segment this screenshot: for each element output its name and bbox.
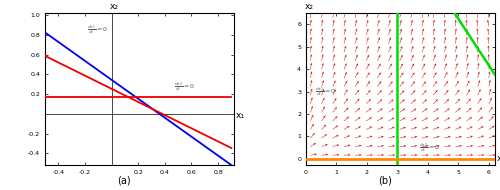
Text: (a): (a) xyxy=(118,176,131,186)
Text: x₁: x₁ xyxy=(236,112,244,120)
Text: x₂: x₂ xyxy=(110,2,118,11)
Text: x₁: x₁ xyxy=(496,154,500,163)
Text: $\frac{dx_1}{dt}=0$: $\frac{dx_1}{dt}=0$ xyxy=(316,86,337,98)
Text: $\frac{dx_2}{dt}=0$: $\frac{dx_2}{dt}=0$ xyxy=(174,81,195,93)
Text: $\frac{dx_1}{dt}=0$: $\frac{dx_1}{dt}=0$ xyxy=(86,23,108,36)
Text: $\frac{dx_2}{dt}=0$: $\frac{dx_2}{dt}=0$ xyxy=(420,142,440,154)
Text: (b): (b) xyxy=(378,176,392,186)
Text: x₂: x₂ xyxy=(304,2,314,11)
